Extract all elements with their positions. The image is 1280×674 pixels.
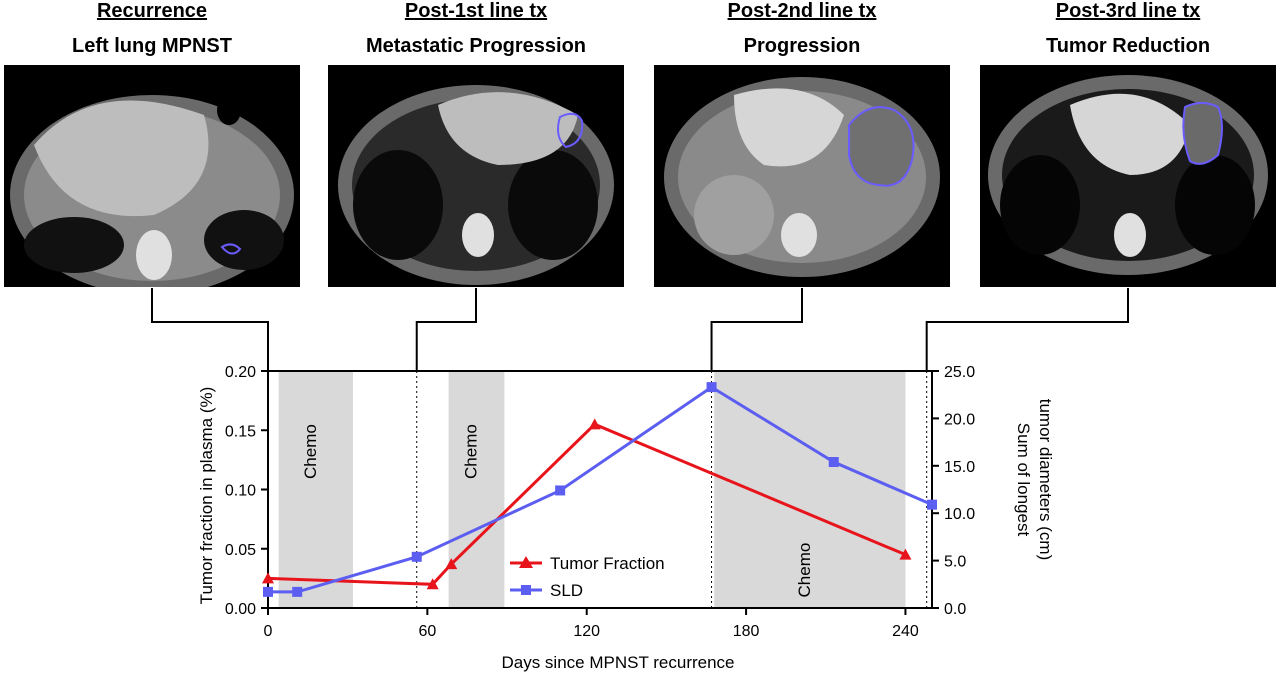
- scan-header: Post-1st line tx: [404, 0, 548, 22]
- x-tick-label: 60: [418, 623, 436, 640]
- scan-connector-line: [925, 288, 1129, 371]
- y-tick-label: 0.10: [225, 483, 256, 500]
- legend-label: Tumor Fraction: [550, 554, 665, 573]
- data-point-sld: [555, 485, 566, 496]
- data-point-sld: [927, 499, 937, 510]
- legend-marker: [521, 585, 531, 595]
- data-point-tumor-fraction: [262, 572, 274, 584]
- x-tick-label: 180: [733, 623, 760, 640]
- chemo-label: Chemo: [301, 424, 320, 479]
- x-tick-label: 120: [573, 623, 600, 640]
- chemo-region: [714, 371, 906, 608]
- y2-tick-label: 25.0: [944, 364, 975, 381]
- y2-axis-label: Sum of longest: [1014, 423, 1033, 537]
- data-point-sld: [828, 457, 839, 468]
- y2-axis-label: tumor diameters (cm): [1036, 399, 1055, 561]
- x-axis-label: Days since MPNST recurrence: [501, 653, 734, 672]
- scan-subheader: Left lung MPNST: [72, 35, 232, 57]
- scan-connector-line: [151, 288, 269, 371]
- scan-header: Post-3rd line tx: [1055, 0, 1201, 22]
- data-point-tumor-fraction: [588, 418, 601, 430]
- chemo-region: [278, 371, 353, 608]
- scan-subheader: Metastatic Progression: [365, 35, 587, 57]
- data-point-sld: [263, 586, 273, 597]
- data-point-tumor-fraction: [426, 578, 439, 590]
- legend-label: SLD: [550, 581, 583, 600]
- y-tick-label: 0.05: [225, 542, 256, 559]
- chemo-label: Chemo: [461, 424, 480, 479]
- x-tick-label: 240: [892, 623, 919, 640]
- legend-marker: [519, 556, 533, 568]
- data-point-sld: [411, 551, 422, 562]
- y-tick-label: 0.00: [225, 601, 256, 618]
- scan-connector-line: [415, 288, 477, 371]
- scan-subheader: Tumor Reduction: [1045, 35, 1211, 57]
- y2-tick-label: 15.0: [944, 459, 975, 476]
- y2-tick-label: 20.0: [944, 411, 975, 428]
- scan-header: Recurrence: [96, 0, 208, 22]
- y-axis-label: Tumor fraction in plasma (%): [197, 387, 216, 605]
- y-tick-label: 0.15: [225, 423, 256, 440]
- scan-header: Post-2nd line tx: [727, 0, 877, 22]
- chemo-label: Chemo: [795, 543, 814, 598]
- chemo-region: [448, 371, 505, 608]
- ct-scan-image: [654, 65, 950, 287]
- x-tick-label: 0: [264, 623, 273, 640]
- scan-connector-line: [710, 288, 803, 371]
- data-point-sld: [706, 382, 717, 393]
- y2-tick-label: 10.0: [944, 506, 975, 523]
- ct-scan-image: [980, 65, 1276, 287]
- y2-tick-label: 5.0: [944, 554, 966, 571]
- y-tick-label: 0.20: [225, 364, 256, 381]
- data-point-tumor-fraction: [445, 558, 458, 570]
- scan-subheader: Progression: [743, 35, 861, 57]
- data-point-tumor-fraction: [899, 548, 912, 560]
- ct-scan-image: [328, 65, 624, 287]
- ct-scan-image: [4, 65, 300, 287]
- y2-tick-label: 0.0: [944, 601, 966, 618]
- data-point-sld: [292, 586, 303, 597]
